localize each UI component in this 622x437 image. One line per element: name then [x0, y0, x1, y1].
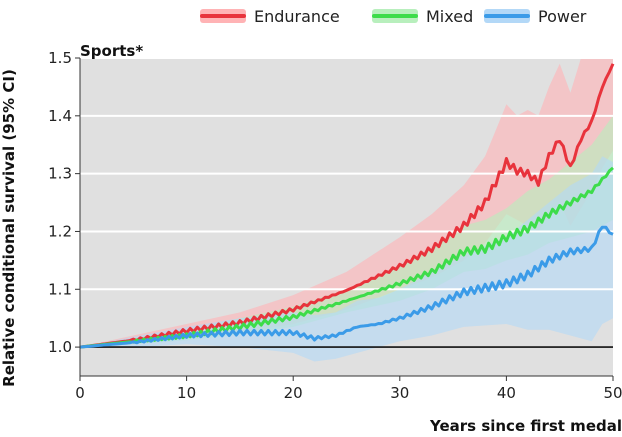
y-tick-label: 1.0: [48, 338, 72, 356]
y-tick-label: 1.1: [48, 280, 72, 298]
legend-label: Endurance: [254, 7, 340, 26]
legend: Endurance Mixed Power: [200, 7, 587, 26]
legend-label: Power: [538, 7, 587, 26]
legend-item-mixed: Mixed: [372, 7, 473, 26]
x-tick-label: 30: [390, 384, 409, 402]
series-lines: [79, 63, 615, 349]
x-tick-label: 50: [603, 384, 622, 402]
x-axis-label: Years since first medal: [429, 417, 622, 435]
y-tick-label: 1.5: [48, 49, 72, 67]
series-line-endurance: [79, 63, 615, 349]
ci-band-power: [80, 156, 613, 362]
x-tick-label: 40: [497, 384, 516, 402]
series-line-power: [79, 225, 614, 349]
legend-item-power: Power: [484, 7, 587, 26]
y-tick-label: 1.2: [48, 222, 72, 240]
legend-label: Mixed: [426, 7, 473, 26]
x-tick-label: 20: [284, 384, 303, 402]
series-line-mixed: [79, 166, 614, 349]
y-tick-label: 1.4: [48, 107, 72, 125]
y-axis-label: Relative conditional survival (95% CI): [0, 69, 18, 387]
y-tick-label: 1.3: [48, 165, 72, 183]
legend-item-endurance: Endurance: [200, 7, 340, 26]
axes: 1.0 1.1 1.2 1.3 1.4 1.5 0 10 20 30 40 50: [48, 49, 622, 402]
x-tick-label: 0: [75, 384, 85, 402]
x-tick-label: 10: [177, 384, 196, 402]
chart-title: Sports*: [80, 42, 143, 60]
